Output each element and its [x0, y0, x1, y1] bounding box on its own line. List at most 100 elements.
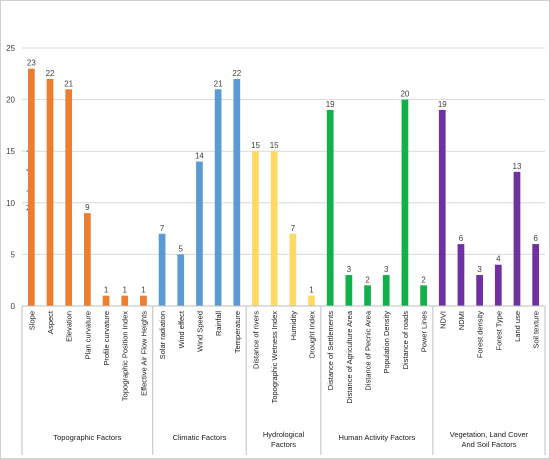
category-label: Distance of Pecnic Area — [364, 310, 373, 390]
y-tick-label: 15 — [6, 147, 15, 156]
data-label: 20 — [400, 90, 409, 99]
data-label: 4 — [496, 255, 501, 264]
bar — [196, 161, 203, 306]
data-label: 2 — [421, 275, 426, 284]
bar — [121, 295, 129, 306]
category-label: Wind effect — [177, 310, 186, 348]
data-label: 22 — [232, 69, 241, 78]
y-tick-label: 20 — [6, 96, 15, 105]
group-label: Climatic Factors — [173, 433, 227, 442]
category-label: Plan curvature — [83, 311, 92, 359]
y-axis-ticks: 0 5 10 15 20 25 — [6, 44, 15, 311]
category-label: Slope — [27, 311, 36, 330]
category-label: Land use — [513, 311, 522, 342]
category-label: Temperature — [233, 311, 242, 353]
bar — [270, 151, 278, 306]
bar — [308, 295, 315, 306]
group-label: Topographic Factors — [53, 433, 121, 442]
bar — [214, 89, 222, 306]
bar — [364, 285, 371, 306]
data-label: 1 — [309, 286, 314, 295]
data-label: 2 — [365, 275, 370, 284]
category-label: Distance of Agriculture Area — [345, 310, 354, 403]
group-label: Human Activity Factors — [339, 433, 416, 442]
data-label: 13 — [513, 162, 522, 171]
data-label: 7 — [160, 224, 165, 233]
data-label: 5 — [179, 244, 184, 253]
category-label: NDMI — [457, 311, 466, 330]
bar — [140, 295, 147, 306]
category-label: Solar radiation — [158, 311, 167, 359]
bar — [252, 151, 259, 306]
bar — [289, 233, 297, 306]
bar — [326, 109, 334, 306]
bars — [27, 68, 540, 307]
bar — [177, 254, 185, 306]
category-label: NDVI — [438, 311, 447, 329]
bar — [102, 295, 110, 306]
data-label: 3 — [384, 265, 389, 274]
bar — [438, 109, 446, 306]
category-label: Topographic Position Index — [121, 311, 130, 401]
category-labels: Slope Aspect Elevation Plan curvature Profil… — [27, 310, 540, 403]
data-label: 14 — [195, 152, 204, 161]
bar — [532, 244, 540, 306]
bar — [84, 213, 91, 306]
data-label: 6 — [533, 234, 538, 243]
category-label: Rainfall — [214, 311, 223, 336]
data-label: 23 — [27, 59, 36, 68]
bar — [420, 285, 427, 306]
category-label: Distance of rivers — [251, 311, 260, 369]
group-label: Vegetation, Land Cover And Soil Factors — [450, 430, 529, 449]
category-label: Forest Type — [494, 311, 503, 350]
data-label: 19 — [326, 100, 335, 109]
bar — [46, 78, 54, 307]
category-label: Humidity — [289, 311, 298, 340]
data-label: 15 — [270, 141, 279, 150]
y-tick-label: 10 — [6, 199, 15, 208]
bar — [27, 68, 35, 306]
bar — [382, 275, 390, 306]
data-label: 15 — [251, 141, 260, 150]
category-label: Aspect — [46, 310, 55, 334]
data-label: 21 — [214, 79, 223, 88]
data-label: 9 — [85, 203, 90, 212]
data-label: 6 — [459, 234, 464, 243]
category-label: Drought Index — [308, 311, 317, 358]
bar — [401, 99, 409, 306]
y-tick-label: 25 — [6, 44, 15, 53]
bar — [158, 233, 166, 306]
category-label: Profile curvature — [102, 311, 111, 366]
bar — [494, 264, 502, 306]
bar — [457, 244, 465, 306]
bar — [65, 89, 73, 306]
group-labels: Topographic Factors Climatic Factors Hydro… — [21, 306, 546, 455]
y-tick-label: 5 — [11, 250, 16, 259]
category-label: Population Density — [382, 311, 391, 374]
bar — [345, 275, 353, 306]
data-label: 22 — [46, 69, 55, 78]
data-label: 21 — [64, 79, 73, 88]
group-label: Hydrological Factors — [263, 430, 305, 449]
category-label: Forest density — [476, 311, 485, 358]
bar — [476, 275, 483, 306]
data-label: 1 — [104, 286, 109, 295]
category-label: Topographic Wetness Index — [270, 311, 279, 404]
data-label: 3 — [477, 265, 482, 274]
bar — [233, 78, 241, 307]
category-label: Distance of roads — [401, 311, 410, 370]
data-label: 7 — [291, 224, 296, 233]
category-label: Wind Speed — [195, 311, 204, 352]
category-label: Effective Air Flow Heights — [139, 311, 148, 396]
data-label: 1 — [123, 286, 128, 295]
category-label: Distance of Settlements — [326, 311, 335, 390]
data-label: 3 — [347, 265, 352, 274]
category-label: Soil texture — [532, 311, 541, 349]
category-label: Elevation — [65, 311, 74, 342]
y-tick-label: 0 — [11, 302, 16, 311]
data-label: 19 — [438, 100, 447, 109]
category-label: Power Lines — [420, 311, 429, 353]
